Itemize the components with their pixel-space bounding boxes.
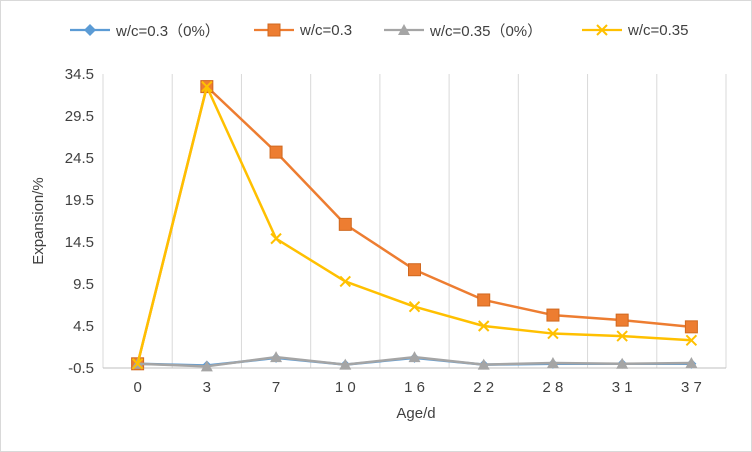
- data-point-square: [269, 145, 283, 159]
- gridlines: [102, 74, 727, 369]
- x-tick-label: 1 0: [335, 379, 356, 396]
- legend-item-wc035: w/c=0.35: [582, 16, 688, 44]
- data-point-x-stroke: [478, 320, 490, 332]
- series-layer: [131, 80, 698, 372]
- legend-label: w/c=0.3（0%）: [116, 22, 220, 40]
- x-tick-label: 2 2: [473, 379, 494, 396]
- x-tick-label: 3 1: [612, 379, 633, 396]
- series-line: [136, 85, 692, 365]
- data-point-x: [685, 334, 698, 346]
- data-point-x-stroke: [131, 358, 144, 370]
- data-point-x-stroke: [201, 80, 213, 93]
- y-tick-label: 34.5: [65, 66, 94, 83]
- data-point-x: [547, 327, 559, 340]
- data-point-x: [408, 300, 421, 313]
- data-point-x-stroke: [616, 330, 628, 342]
- data-point-x-stroke: [270, 232, 282, 245]
- x-axis-title: Age/d: [396, 405, 435, 422]
- data-point-x-stroke: [685, 334, 698, 346]
- legend-label: w/c=0.35（0%）: [430, 22, 543, 40]
- data-point-triangle: [339, 358, 352, 370]
- data-point-x: [270, 232, 282, 245]
- y-tick-label: 29.5: [65, 108, 94, 125]
- x-tick-label: 3 7: [681, 379, 702, 396]
- data-point-square: [477, 293, 491, 307]
- legend-marker-square-icon: [254, 23, 294, 37]
- legend-item-wc03-0pct: w/c=0.3（0%）: [70, 16, 220, 44]
- x-tick-label: 0: [133, 379, 141, 396]
- data-point-square: [684, 320, 698, 334]
- data-point-square: [546, 308, 560, 322]
- legend-label: w/c=0.35: [628, 21, 689, 39]
- y-tick-label: 24.5: [65, 150, 94, 167]
- y-axis-title: Expansion/%: [30, 177, 47, 265]
- data-point-triangle: [477, 358, 490, 370]
- data-point-x-stroke: [547, 327, 559, 340]
- data-point-x-stroke: [339, 275, 351, 288]
- x-tick-label: 1 6: [404, 379, 425, 396]
- series-line: [136, 85, 692, 365]
- legend-marker-triangle-icon: [384, 24, 424, 35]
- y-tick-label: 14.5: [65, 234, 94, 251]
- legend-item-wc035-0pct: w/c=0.35（0%）: [384, 16, 542, 44]
- x-axis-ticks: 0 3 7 1 0 1 6 2 2 2 8 3 1 3 7: [133, 379, 701, 396]
- data-point-triangle: [685, 356, 698, 368]
- legend: w/c=0.3（0%） w/c=0.3 w/c=0.35（0%） w/c=0.3…: [0, 16, 752, 44]
- series-1: [131, 80, 698, 371]
- data-point-square: [615, 313, 629, 327]
- data-point-triangle: [616, 357, 629, 369]
- series-3: [131, 80, 698, 370]
- x-tick-label: 7: [272, 379, 280, 396]
- data-point-triangle: [408, 351, 421, 363]
- legend-marker-x-icon: [582, 24, 622, 36]
- data-point-triangle: [546, 356, 559, 368]
- y-tick-label: 4.5: [73, 318, 94, 335]
- data-point-triangle: [200, 360, 213, 372]
- legend-label: w/c=0.3: [300, 21, 353, 39]
- y-tick-label: 9.5: [73, 276, 94, 293]
- y-tick-label: 19.5: [65, 192, 94, 209]
- data-point-x: [616, 330, 628, 342]
- data-point-square: [408, 263, 421, 277]
- data-point-x-stroke: [408, 300, 421, 313]
- legend-item-wc03: w/c=0.3: [254, 16, 352, 44]
- data-point-x: [131, 358, 144, 370]
- legend-marker-diamond-icon: [70, 24, 110, 36]
- data-point-x: [478, 320, 490, 332]
- y-axis-ticks: 34.5 29.5 24.5 19.5 14.5 9.5 4.5 -0.5: [65, 66, 94, 377]
- data-point-x: [339, 275, 351, 288]
- data-point-x: [201, 80, 213, 93]
- x-tick-label: 2 8: [543, 379, 564, 396]
- y-tick-label: -0.5: [68, 360, 94, 377]
- data-point-triangle: [270, 351, 283, 363]
- data-point-square: [338, 217, 352, 231]
- x-tick-label: 3: [203, 379, 211, 396]
- series-2: [131, 351, 698, 372]
